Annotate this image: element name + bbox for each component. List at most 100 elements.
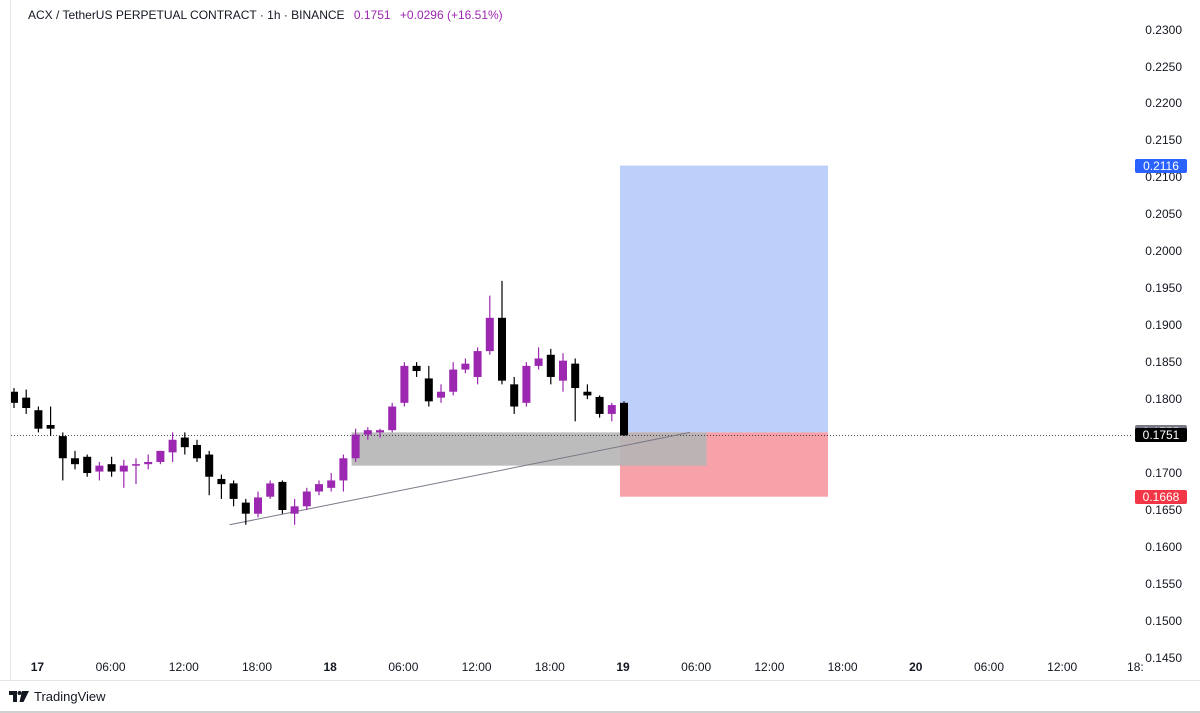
candle — [607, 402, 616, 422]
candle — [119, 459, 128, 488]
candle — [180, 432, 189, 455]
candle-body — [424, 378, 433, 402]
time-tick: 06:00 — [95, 660, 126, 674]
header-price: 0.1751 — [353, 8, 391, 22]
candle-body — [546, 354, 555, 377]
candle-body — [473, 351, 482, 377]
support-zone[interactable] — [351, 432, 707, 466]
price-chart[interactable] — [11, 0, 1131, 680]
candle-body — [168, 439, 177, 453]
price-tick: 0.2250 — [1145, 59, 1182, 74]
candle — [229, 480, 238, 507]
candle-body — [534, 358, 543, 366]
candle — [144, 454, 153, 470]
candle — [132, 458, 140, 485]
candle-body — [290, 506, 299, 514]
time-tick: 12:00 — [754, 660, 785, 674]
price-tick: 0.1450 — [1145, 650, 1182, 665]
candle-body — [449, 369, 458, 392]
candle — [412, 362, 421, 377]
candle-body — [46, 425, 55, 429]
time-tick: 12:00 — [461, 660, 492, 674]
candle-body — [351, 434, 360, 459]
candle — [339, 454, 348, 492]
time-tick: 12:00 — [1047, 660, 1078, 674]
price-tick: 0.1700 — [1145, 466, 1182, 481]
page-divider — [0, 711, 1200, 713]
symbol-title[interactable]: ACX / TetherUS PERPETUAL CONTRACT · 1h ·… — [28, 8, 345, 22]
stop-price-badge: 0.1668 — [1135, 489, 1187, 504]
footer-brand[interactable]: TradingView — [34, 688, 106, 704]
candle — [266, 480, 275, 499]
candle — [71, 450, 79, 470]
candle — [327, 473, 336, 492]
candle-body — [363, 430, 372, 435]
footer: TradingView — [9, 687, 106, 705]
candle-body — [595, 396, 604, 414]
time-axis[interactable]: 17 06:00 12:00 18:00 18 06:00 12:00 18:00 19 06:0… — [10, 656, 1144, 678]
last-price-badge: 0.1751 — [1135, 428, 1187, 443]
time-tick: 06:00 — [681, 660, 712, 674]
candle — [95, 461, 104, 481]
time-tick: 18: — [1127, 660, 1144, 674]
candle-body — [241, 502, 250, 514]
candle-layer — [11, 280, 628, 525]
candle-body — [58, 436, 67, 459]
candle-body — [217, 478, 226, 485]
candle — [156, 450, 165, 465]
candle — [376, 428, 384, 438]
header-change: +0.0296 (+16.51%) — [399, 8, 503, 22]
time-tick: 06:00 — [973, 660, 1005, 674]
candle — [510, 376, 519, 414]
candle — [546, 348, 555, 385]
price-tick: 0.1850 — [1145, 355, 1182, 370]
price-tick: 0.1500 — [1145, 613, 1182, 628]
candle-body — [485, 317, 494, 352]
candle — [473, 347, 482, 385]
price-tick: 0.2000 — [1145, 244, 1182, 259]
candle — [290, 498, 299, 525]
candle — [351, 428, 360, 462]
target-zone[interactable] — [620, 165, 828, 433]
candle-body — [388, 406, 397, 431]
candle — [58, 432, 67, 481]
price-tick: 0.1800 — [1145, 392, 1182, 407]
candle-body — [119, 465, 128, 472]
candle-body — [315, 484, 323, 492]
candle-body — [412, 365, 421, 372]
candle-body — [461, 363, 470, 370]
candle — [363, 427, 372, 440]
candle-body — [559, 360, 567, 381]
price-tick: 0.2300 — [1145, 22, 1182, 37]
candle — [400, 362, 409, 407]
time-tick-day: 17 — [30, 660, 45, 674]
price-tick: 0.1950 — [1145, 281, 1182, 296]
candle — [83, 454, 92, 477]
candle-body — [400, 365, 409, 403]
time-tick: 06:00 — [388, 660, 419, 674]
candle-body — [71, 458, 79, 465]
candle — [424, 365, 433, 407]
price-axis[interactable]: 0.2300 0.2250 0.2200 0.2150 0.2100 0.2050 0.20… — [1130, 0, 1200, 680]
tradingview-logo-icon[interactable] — [9, 690, 29, 702]
axis-divider — [0, 680, 1200, 681]
price-tick: 0.1600 — [1145, 539, 1182, 554]
candle-body — [156, 450, 165, 462]
candle-body — [607, 405, 616, 414]
candle-body — [95, 465, 104, 472]
candle — [22, 389, 31, 414]
candle-body — [498, 317, 506, 381]
drawing-layer — [351, 165, 828, 497]
candle — [302, 487, 311, 510]
time-tick-day: 19 — [616, 660, 630, 674]
candle — [217, 474, 226, 499]
candle-body — [571, 363, 580, 389]
time-tick-day: 18 — [323, 660, 337, 674]
chart-area[interactable]: ACX / TetherUS PERPETUAL CONTRACT · 1h ·… — [10, 0, 1131, 680]
candle-body — [34, 410, 43, 429]
price-tick: 0.1550 — [1145, 576, 1182, 591]
candle-body — [302, 491, 311, 507]
candle-body — [11, 391, 18, 403]
candle — [571, 358, 580, 422]
candle — [34, 406, 43, 433]
